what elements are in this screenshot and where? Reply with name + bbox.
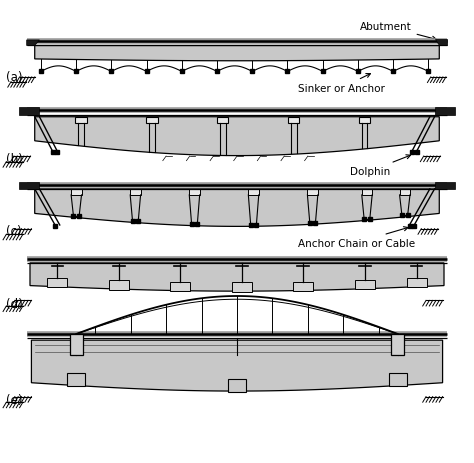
Bar bbox=[391, 334, 404, 356]
Text: (e): (e) bbox=[6, 393, 23, 406]
Text: Abutment: Abutment bbox=[360, 22, 437, 41]
Polygon shape bbox=[30, 263, 444, 292]
Bar bbox=[130, 189, 141, 195]
Bar bbox=[355, 280, 374, 289]
Bar bbox=[47, 278, 67, 288]
Polygon shape bbox=[18, 108, 39, 116]
Polygon shape bbox=[435, 40, 447, 46]
Bar bbox=[308, 189, 318, 195]
Polygon shape bbox=[435, 182, 456, 189]
Bar bbox=[109, 281, 129, 290]
Text: (d): (d) bbox=[6, 297, 23, 310]
Text: Dolphin: Dolphin bbox=[350, 156, 410, 176]
Text: Sinker or Anchor: Sinker or Anchor bbox=[299, 75, 385, 94]
Bar bbox=[71, 189, 82, 195]
Text: Anchor Chain or Cable: Anchor Chain or Cable bbox=[299, 227, 416, 248]
Polygon shape bbox=[435, 108, 456, 116]
Polygon shape bbox=[27, 41, 39, 46]
Bar bbox=[288, 118, 300, 124]
Text: (c): (c) bbox=[6, 225, 22, 238]
Bar bbox=[400, 189, 410, 195]
Bar bbox=[389, 373, 407, 386]
Bar bbox=[75, 118, 87, 124]
Bar bbox=[189, 189, 200, 195]
Bar bbox=[67, 373, 85, 386]
Polygon shape bbox=[35, 46, 439, 62]
Polygon shape bbox=[35, 189, 439, 227]
Bar bbox=[232, 283, 252, 292]
Bar bbox=[70, 334, 83, 356]
Bar bbox=[170, 282, 190, 291]
Bar bbox=[293, 282, 313, 291]
Bar bbox=[362, 189, 372, 195]
Polygon shape bbox=[35, 118, 439, 156]
Bar bbox=[146, 118, 157, 124]
Polygon shape bbox=[31, 340, 443, 391]
Text: (a): (a) bbox=[6, 70, 23, 83]
Polygon shape bbox=[18, 182, 39, 189]
Bar bbox=[228, 379, 246, 392]
Bar bbox=[359, 118, 370, 124]
Text: (b): (b) bbox=[6, 152, 23, 165]
Bar bbox=[407, 278, 427, 288]
Bar bbox=[248, 189, 259, 195]
Bar bbox=[217, 118, 228, 124]
